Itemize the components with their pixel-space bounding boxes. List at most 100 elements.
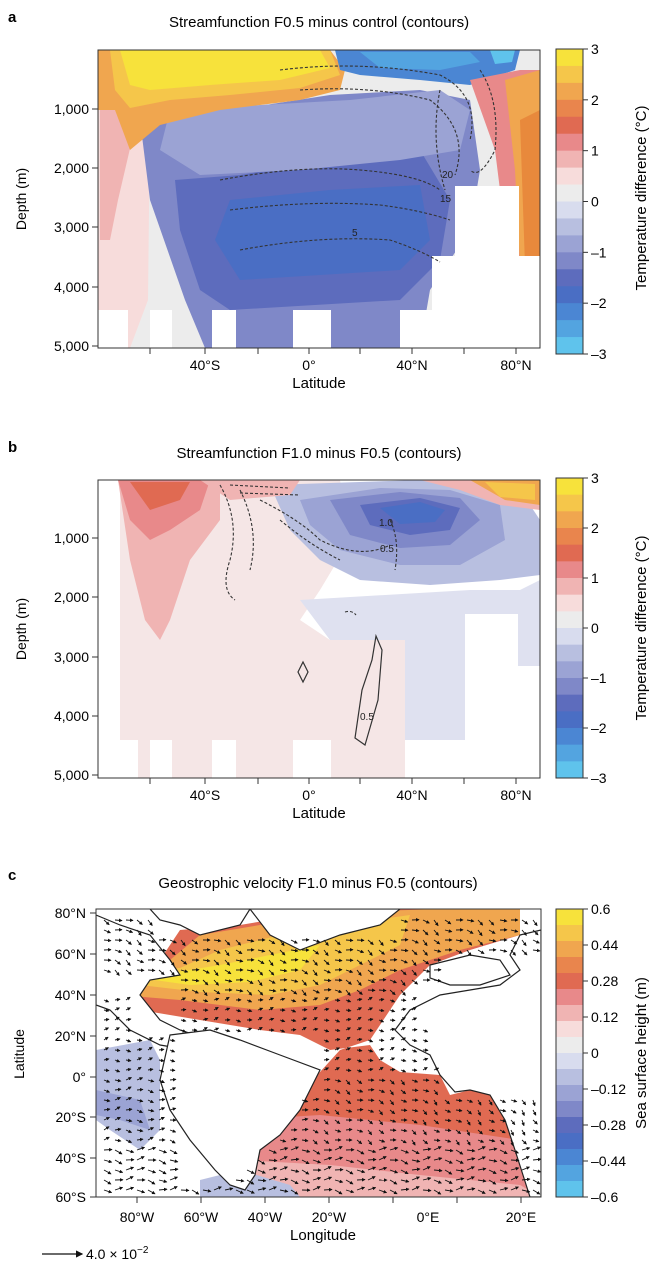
colorbar-tick: 0.44 <box>591 937 618 953</box>
velocity-arrow-icon <box>313 1109 319 1110</box>
panel-a-ytick: 3,000 <box>54 219 89 235</box>
panel-b-xtick: 80°N <box>500 787 531 803</box>
velocity-arrow-icon <box>302 1009 307 1010</box>
panel-c-xtick: 20°W <box>312 1209 347 1225</box>
colorbar-swatch <box>556 320 583 337</box>
colorbar-tick: 1 <box>591 570 599 586</box>
colorbar-swatch <box>556 134 583 151</box>
colorbar-swatch <box>556 728 583 745</box>
contour-label-b-3: 0.5 <box>360 712 374 723</box>
colorbar-swatch <box>556 528 583 545</box>
velocity-arrow-icon <box>137 1089 143 1090</box>
colorbar-swatch <box>556 151 583 168</box>
velocity-arrow-icon <box>357 1109 363 1110</box>
colorbar-swatch <box>556 100 583 117</box>
colorbar-tick: 3 <box>591 470 599 486</box>
colorbar-swatch <box>556 989 583 1006</box>
colorbar-swatch <box>556 286 583 303</box>
colorbar-tick: 0 <box>591 194 599 210</box>
colorbar-tick: –3 <box>591 770 607 786</box>
colorbar-swatch <box>556 761 583 778</box>
colorbar-swatch <box>556 611 583 628</box>
panel-b-letter: b <box>8 439 17 456</box>
colorbar-swatch <box>556 645 583 662</box>
colorbar-tick: –2 <box>591 295 607 311</box>
colorbar-tick: –0.44 <box>591 1153 626 1169</box>
panel-a: a Streamfunction F0.5 minus control (con… <box>8 9 650 392</box>
colorbar-swatch <box>556 495 583 512</box>
panel-c-ylabel: Latitude <box>11 1029 27 1079</box>
colorbar-swatch <box>556 1021 583 1038</box>
colorbar-swatch <box>556 628 583 645</box>
colorbar-swatch <box>556 478 583 495</box>
panel-c-ytick: 60°N <box>55 946 86 962</box>
velocity-arrow-icon <box>390 1020 395 1021</box>
panel-a-xtick: 0° <box>302 357 315 373</box>
colorbar-swatch <box>556 1101 583 1118</box>
velocity-arrow-icon <box>401 1049 406 1050</box>
panel-b-ytick: 4,000 <box>54 708 89 724</box>
colorbar-swatch <box>556 1149 583 1166</box>
colorbar-swatch <box>556 1005 583 1022</box>
colorbar-swatch <box>556 678 583 695</box>
colorbar-tick: –0.6 <box>591 1189 618 1205</box>
panel-a-colorbar-label: Temperature difference (°C) <box>633 106 650 291</box>
panel-b-ytick: 1,000 <box>54 530 89 546</box>
panel-b-title: Streamfunction F1.0 minus F0.5 (contours… <box>176 445 461 462</box>
colorbar-swatch <box>556 941 583 958</box>
velocity-arrow-icon <box>148 970 155 971</box>
vector-scale-key: 4.0 × 10−2 <box>42 1245 149 1262</box>
colorbar-tick: 3 <box>591 41 599 57</box>
velocity-arrow-icon <box>104 1149 112 1150</box>
contour-label-b-1: 1.0 <box>379 518 393 529</box>
panel-b-colorbar-label: Temperature difference (°C) <box>633 536 650 721</box>
panel-c-title: Geostrophic velocity F1.0 minus F0.5 (co… <box>158 875 477 892</box>
velocity-arrow-icon <box>379 990 386 991</box>
colorbar-swatch <box>556 561 583 578</box>
colorbar-swatch <box>556 973 583 990</box>
colorbar-tick: –0.28 <box>591 1117 626 1133</box>
colorbar-tick: 0 <box>591 1045 599 1061</box>
panel-c-ytick: 80°N <box>55 905 86 921</box>
colorbar-swatch <box>556 269 583 286</box>
colorbar-swatch <box>556 1053 583 1070</box>
colorbar-tick: 0 <box>591 620 599 636</box>
colorbar-swatch <box>556 925 583 942</box>
vector-scale-text: 4.0 × 10−2 <box>86 1245 149 1262</box>
panel-c-map <box>96 909 541 1197</box>
panel-a-xtick: 80°N <box>500 357 531 373</box>
panel-b-xtick: 0° <box>302 787 315 803</box>
panel-c-ytick: 20°N <box>55 1028 86 1044</box>
panel-a-field: 20 15 5 <box>98 50 540 348</box>
colorbar-swatch <box>556 1085 583 1102</box>
colorbar-swatch <box>556 185 583 202</box>
colorbar-tick: 2 <box>591 520 599 536</box>
panel-c-colorbar-label: Sea surface height (m) <box>633 977 650 1129</box>
colorbar-swatch <box>556 661 583 678</box>
colorbar-swatch <box>556 252 583 269</box>
colorbar-swatch <box>556 1037 583 1054</box>
colorbar-swatch <box>556 235 583 252</box>
velocity-arrow-icon <box>181 1009 186 1010</box>
panel-c-xtick: 20°E <box>506 1209 537 1225</box>
velocity-arrow-icon <box>346 1129 352 1130</box>
panel-c-ytick: 20°S <box>55 1109 86 1125</box>
colorbar-swatch <box>556 909 583 926</box>
panel-b-ytick: 5,000 <box>54 767 89 783</box>
panel-c-ytick: 0° <box>73 1069 86 1085</box>
colorbar-swatch <box>556 1165 583 1182</box>
colorbar-tick: –1 <box>591 244 607 260</box>
velocity-arrow-icon <box>324 1020 329 1021</box>
panel-a-letter: a <box>8 9 17 26</box>
velocity-arrow-icon <box>379 1080 385 1081</box>
velocity-arrow-icon <box>412 1029 417 1030</box>
velocity-arrow-icon <box>346 940 353 941</box>
panel-a-ytick: 5,000 <box>54 338 89 354</box>
colorbar-tick: –0.12 <box>591 1081 626 1097</box>
colorbar-tick: 2 <box>591 92 599 108</box>
colorbar-tick: 0.6 <box>591 901 611 917</box>
contour-label-b-2: 0.5 <box>380 544 394 555</box>
panel-a-xlabel: Latitude <box>292 375 345 392</box>
